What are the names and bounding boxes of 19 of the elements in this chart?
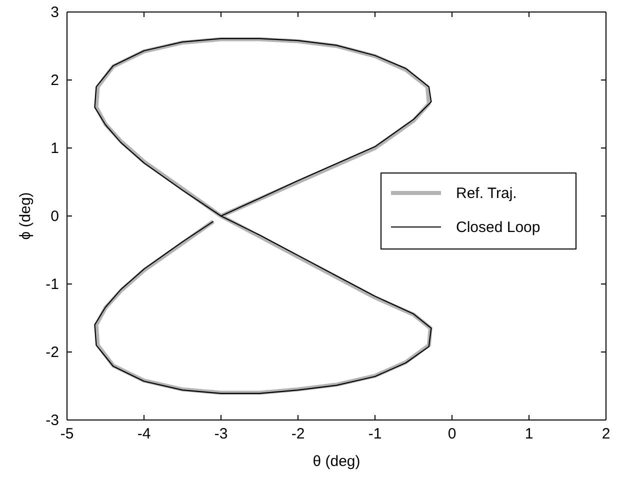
x-tick-label: -3 — [214, 426, 228, 443]
y-tick-label: 1 — [50, 140, 59, 157]
legend-label: Closed Loop — [456, 219, 540, 236]
y-tick-label: 0 — [50, 208, 59, 225]
y-tick-label: 2 — [50, 72, 59, 89]
y-axis-title: ϕ (deg) — [17, 192, 34, 240]
y-tick-label: -3 — [46, 412, 59, 429]
x-tick-label: -5 — [60, 426, 74, 443]
legend-label: Ref. Traj. — [456, 185, 517, 202]
x-axis-title: θ (deg) — [312, 453, 360, 470]
x-tick-label: -1 — [368, 426, 382, 443]
y-tick-label: -2 — [46, 344, 59, 361]
x-tick-label: 0 — [448, 426, 456, 443]
x-tick-label: 1 — [524, 426, 534, 443]
y-tick-label: 3 — [50, 4, 59, 21]
y-tick-label: -1 — [46, 276, 59, 293]
x-tick-label: 2 — [602, 426, 610, 443]
x-tick-label: -4 — [137, 426, 151, 443]
x-tick-label: -2 — [291, 426, 305, 443]
